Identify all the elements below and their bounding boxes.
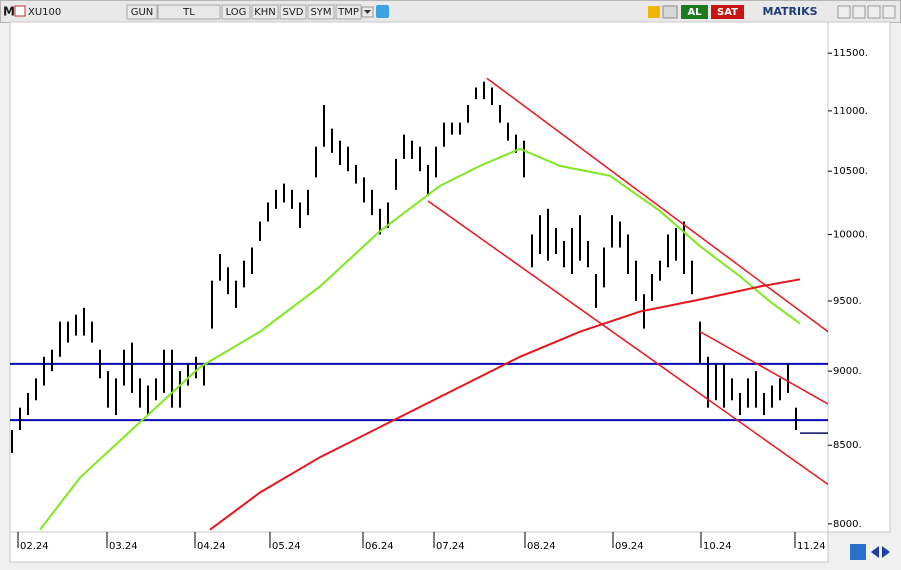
x-tick-label: 04.24 xyxy=(197,541,226,552)
toolbar-button-label: LOG xyxy=(226,7,247,18)
y-tick-label: 9500. xyxy=(833,296,862,307)
y-tick-label: 10000. xyxy=(833,229,868,240)
toolbar-button-label: KHN xyxy=(254,7,276,18)
brand: MATRIKS xyxy=(762,5,817,18)
window-button[interactable] xyxy=(837,5,851,19)
x-tick-label: 03.24 xyxy=(109,541,138,552)
plot-area xyxy=(9,21,829,533)
toolbar-button-label: TMP xyxy=(337,7,359,18)
moving-average xyxy=(209,278,801,531)
trend-line xyxy=(427,200,828,486)
trend-line xyxy=(699,331,828,405)
x-tick-label: 02.24 xyxy=(20,541,49,552)
moving-average xyxy=(39,147,801,531)
window-button[interactable] xyxy=(867,5,881,19)
refresh-button[interactable] xyxy=(850,544,866,560)
toolbar-button-label: SVD xyxy=(283,7,304,18)
plot-layer xyxy=(10,77,828,531)
toolbar-button-label: SYM xyxy=(310,7,331,18)
x-tick-label: 08.24 xyxy=(527,541,556,552)
toolbar-button[interactable] xyxy=(279,4,307,20)
option-icon[interactable] xyxy=(662,5,678,19)
alert-icon[interactable] xyxy=(648,6,660,18)
x-tick-label: 10.24 xyxy=(703,541,732,552)
twitter-icon[interactable] xyxy=(376,5,389,18)
buy-button[interactable] xyxy=(681,5,708,19)
y-tick-label: 8000. xyxy=(833,519,862,530)
window-button[interactable] xyxy=(852,5,866,19)
scroll-left[interactable] xyxy=(871,546,879,558)
toolbar-button-label: TL xyxy=(182,7,195,18)
x-tick-label: 09.24 xyxy=(615,541,644,552)
x-tick-label: 07.24 xyxy=(436,541,465,552)
dropdown-arrow xyxy=(364,10,371,14)
logo: M xyxy=(3,5,15,19)
y-tick-label: 11000. xyxy=(833,106,868,117)
sell-label: SAT xyxy=(717,7,738,18)
window-button[interactable] xyxy=(882,5,896,19)
toolbar-button[interactable] xyxy=(251,4,279,20)
scroll-right[interactable] xyxy=(882,546,890,558)
buy-label: AL xyxy=(687,7,702,18)
y-tick-label: 8500. xyxy=(833,440,862,451)
toolbar-button[interactable] xyxy=(126,4,158,20)
toolbar-button[interactable] xyxy=(335,4,362,20)
toolbar-button[interactable] xyxy=(157,4,221,20)
x-tick-label: 06.24 xyxy=(365,541,394,552)
y-tick-label: 11500. xyxy=(833,48,868,59)
sell-button[interactable] xyxy=(711,5,744,19)
y-tick-label: 9000. xyxy=(833,366,862,377)
y-axis-area xyxy=(827,21,891,533)
toolbar-button-label: GUN xyxy=(131,7,154,18)
checkbox[interactable] xyxy=(14,5,26,17)
y-tick-label: 10500. xyxy=(833,166,868,177)
x-axis-area xyxy=(9,531,829,563)
symbol[interactable]: XU100 xyxy=(28,7,61,18)
x-tick-label: 05.24 xyxy=(272,541,301,552)
x-tick-label: 11.24 xyxy=(797,541,826,552)
toolbar-button[interactable] xyxy=(307,4,335,20)
toolbar-button[interactable] xyxy=(221,4,251,20)
trend-line xyxy=(486,77,828,333)
